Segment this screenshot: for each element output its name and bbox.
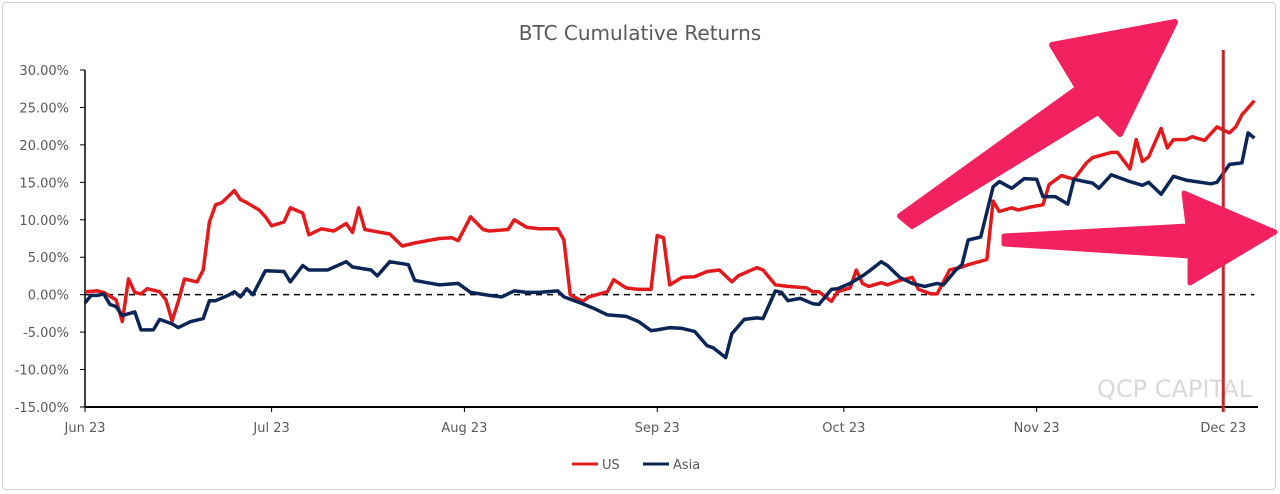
y-tick-label: 15.00% bbox=[19, 176, 69, 191]
series-line-asia bbox=[83, 131, 1256, 360]
right-arrow-annotation bbox=[1001, 190, 1278, 286]
x-tick-label: Aug 23 bbox=[441, 421, 487, 436]
x-tick-label: Nov 23 bbox=[1014, 421, 1060, 436]
chart-title: BTC Cumulative Returns bbox=[519, 21, 761, 45]
watermark: QCP CAPITAL bbox=[1097, 375, 1253, 403]
legend-label-us: US bbox=[602, 458, 620, 473]
x-axis: Jun 23 Jul 23 Aug 23 Sep 23 Oct 23 Nov 23 Dec … bbox=[64, 406, 1258, 436]
y-tick-label: 20.00% bbox=[19, 139, 69, 154]
series-line-us bbox=[84, 99, 1256, 324]
legend: US Asia bbox=[572, 458, 700, 473]
y-tick-label: 30.00% bbox=[19, 64, 69, 79]
x-tick-label: Jun 23 bbox=[64, 421, 106, 436]
y-axis: 30.00% 25.00% 20.00% 15.00% 10.00% 5.00% 0.00%… bbox=[15, 64, 86, 416]
y-tick-label: -15.00% bbox=[15, 401, 69, 416]
y-tick-label: -5.00% bbox=[23, 326, 69, 341]
series-lines bbox=[83, 99, 1256, 360]
y-tick-label: 5.00% bbox=[28, 251, 69, 266]
x-tick-label: Oct 23 bbox=[822, 421, 865, 436]
y-tick-label: 25.00% bbox=[19, 101, 69, 116]
y-tick-label: -10.00% bbox=[15, 364, 69, 379]
x-tick-label: Jul 23 bbox=[252, 421, 289, 436]
up-arrow-annotation bbox=[897, 19, 1178, 229]
x-tick-label: Sep 23 bbox=[635, 421, 680, 436]
y-tick-label: 0.00% bbox=[28, 289, 69, 304]
legend-label-asia: Asia bbox=[673, 458, 700, 473]
x-tick-label: Dec 23 bbox=[1200, 421, 1246, 436]
y-tick-label: 10.00% bbox=[19, 214, 69, 229]
